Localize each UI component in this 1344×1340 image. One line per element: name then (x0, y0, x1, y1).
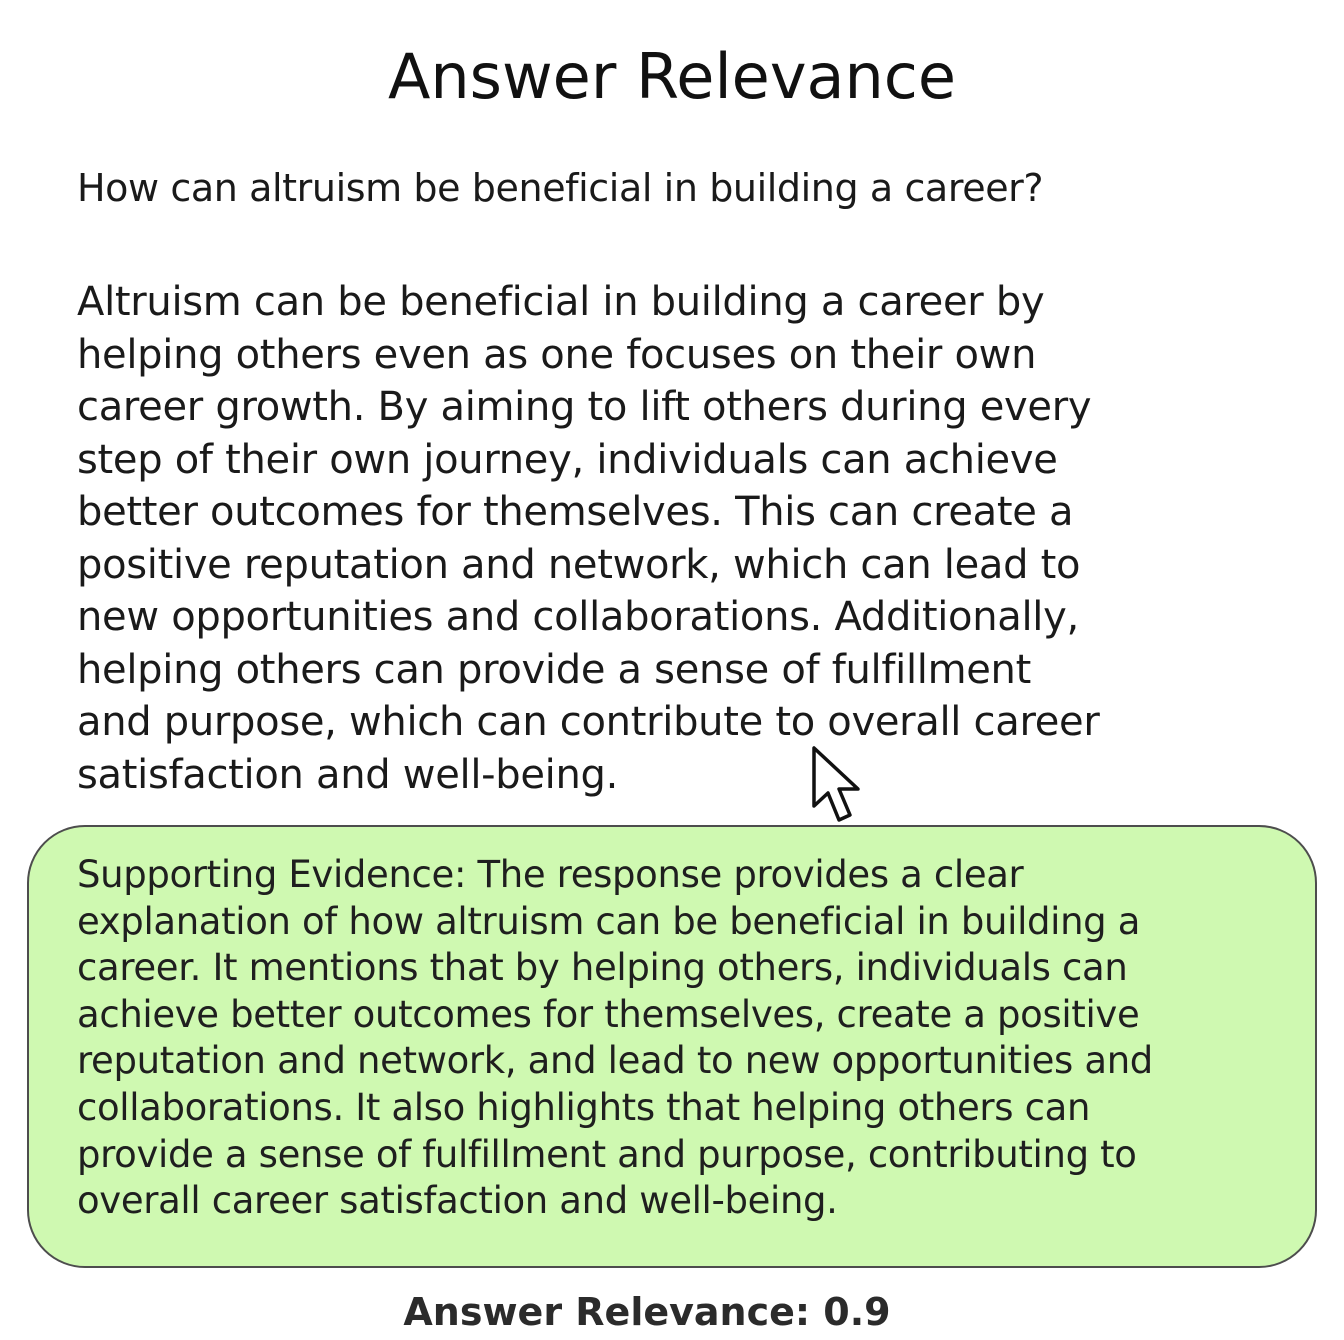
answer-line: and purpose, which can contribute to ove… (77, 699, 1100, 745)
answer-line: helping others even as one focuses on th… (77, 331, 1037, 378)
question-text: How can altruism be beneficial in buildi… (77, 166, 1044, 210)
supporting-evidence-box (27, 825, 1317, 1268)
evidence-line: provide a sense of fulfillment and purpo… (77, 1132, 1137, 1176)
answer-line: satisfaction and well-being. (77, 751, 619, 798)
mouse-pointer-icon (812, 746, 860, 822)
evidence-line: career. It mentions that by helping othe… (77, 946, 1128, 990)
relevance-score: Answer Relevance: 0.9 (403, 1290, 891, 1334)
answer-line: step of their own journey, individuals c… (77, 436, 1058, 483)
answer-line: helping others can provide a sense of fu… (77, 646, 1031, 693)
evidence-line: achieve better outcomes for themselves, … (77, 992, 1140, 1036)
evidence-line: overall career satisfaction and well-bei… (77, 1179, 838, 1223)
answer-text: Altruism can be beneficial in building a… (77, 276, 1287, 801)
page-title: Answer Relevance (387, 40, 957, 113)
answer-line: positive reputation and network, which c… (77, 541, 1081, 588)
evidence-line: Supporting Evidence: The response provid… (77, 853, 1024, 896)
supporting-evidence-text: Supporting Evidence: The response provid… (77, 852, 1297, 1225)
evidence-line: explanation of how altruism can be benef… (77, 899, 1141, 943)
answer-line: better outcomes for themselves. This can… (77, 489, 1074, 535)
answer-line: Altruism can be beneficial in building a… (77, 279, 1045, 325)
answer-line: career growth. By aiming to lift others … (77, 384, 1092, 430)
answer-line: new opportunities and collaborations. Ad… (77, 594, 1079, 640)
evidence-line: collaborations. It also highlights that … (77, 1085, 1091, 1129)
evidence-line: reputation and network, and lead to new … (77, 1039, 1153, 1083)
